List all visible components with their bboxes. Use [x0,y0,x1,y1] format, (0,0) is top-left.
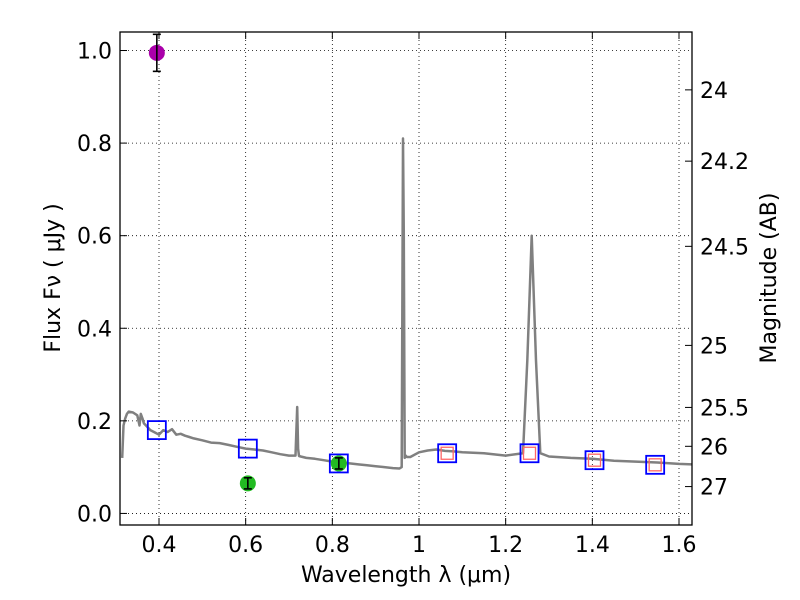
y2-tick-label: 26 [700,435,728,460]
y2-axis-label: Magnitude (AB) [757,193,782,364]
y2-tick-label: 25.5 [700,396,749,421]
y-tick-label: 0.2 [77,410,112,435]
model-flux-marker [237,438,258,459]
y2-tick-label: 25 [700,334,728,359]
x-axis-label: Wavelength λ (μm) [301,563,511,588]
x-tick-label: 0.4 [142,533,177,558]
y-tick-label: 1.0 [77,40,112,65]
plot-data [120,33,692,492]
observed-flux-marker [522,446,537,460]
observed-flux-marker [440,446,454,460]
grid [120,32,692,525]
y2-tick-label: 27 [700,476,728,501]
sed-template-line [120,137,692,470]
y-tick-label: 0.0 [77,502,112,527]
y-axis-label: Flux Fν ( μJy ) [41,203,66,352]
y-tick-label: 0.6 [77,225,112,250]
y2-tick-label: 24 [700,79,728,104]
model-flux-marker [519,443,540,464]
x-tick-label: 1 [412,533,426,558]
observed-flux-marker [587,453,602,467]
y2-tick-label: 24.2 [700,150,749,175]
y-tick-label: 0.8 [77,132,112,157]
x-tick-label: 1.4 [575,533,610,558]
x-tick-label: 1.6 [662,533,697,558]
model-flux-marker [437,443,458,464]
ticks: 0.4 0.6 0.8 1 1.2 1.4 1.6 0.0 0.2 0.4 0.6 0.8 1.0 24 2… [77,32,749,558]
x-tick-label: 1.2 [488,533,523,558]
model-flux-marker [645,454,666,475]
model-flux-marker [328,453,349,474]
plot-frame [119,31,693,526]
x-tick-label: 0.8 [315,533,350,558]
model-flux-marker [584,450,605,471]
observed-flux-marker [648,458,662,472]
model-flux-marker [146,420,167,441]
y-tick-label: 0.4 [77,317,112,342]
x-tick-label: 0.6 [228,533,263,558]
y2-tick-label: 24.5 [700,235,749,260]
